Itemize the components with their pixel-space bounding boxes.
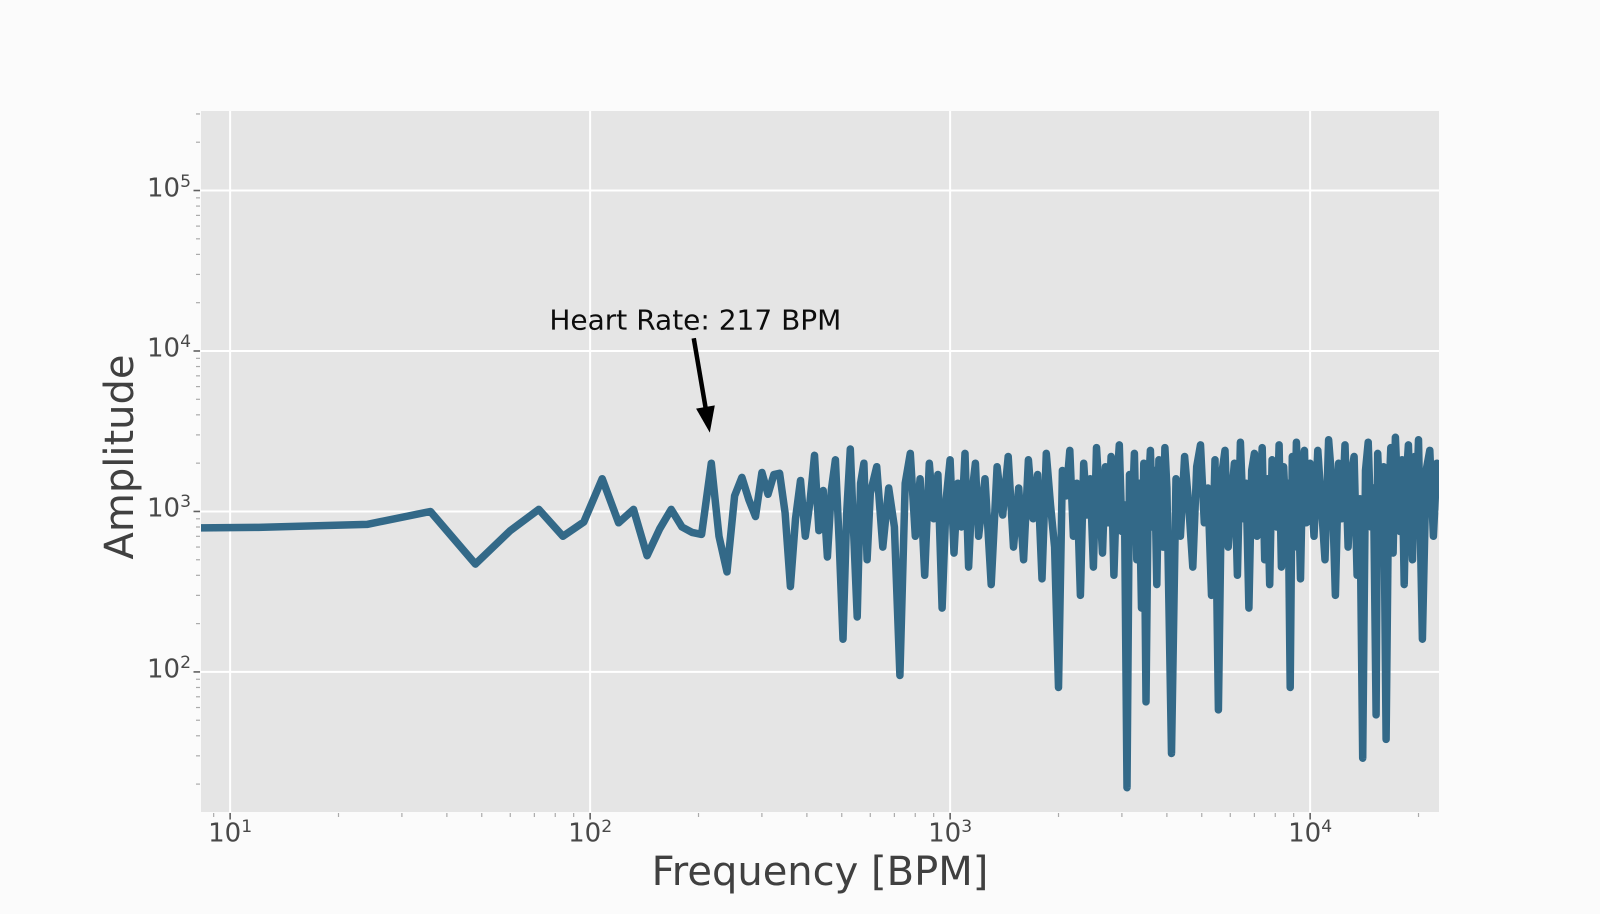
spectrum-line	[201, 433, 1439, 792]
y-tick-label: 102	[146, 652, 191, 685]
x-axis-label: Frequency [BPM]	[651, 849, 989, 895]
x-tick-label: 101	[208, 817, 253, 849]
x-tick-label: 103	[928, 817, 973, 849]
y-tick-label: 103	[146, 492, 191, 525]
y-tick-label: 105	[146, 171, 191, 204]
spectrum-line-chart	[201, 111, 1439, 812]
plot-area	[201, 111, 1439, 812]
y-tick-label: 104	[146, 332, 191, 364]
x-tick-label: 102	[568, 817, 613, 849]
annotation-arrowhead	[696, 405, 715, 433]
annotation-text: Heart Rate: 217 BPM	[549, 303, 842, 337]
x-tick-label: 104	[1288, 817, 1333, 849]
annotation-arrow-shaft	[691, 337, 709, 412]
y-axis-label: Amplitude	[97, 354, 143, 559]
